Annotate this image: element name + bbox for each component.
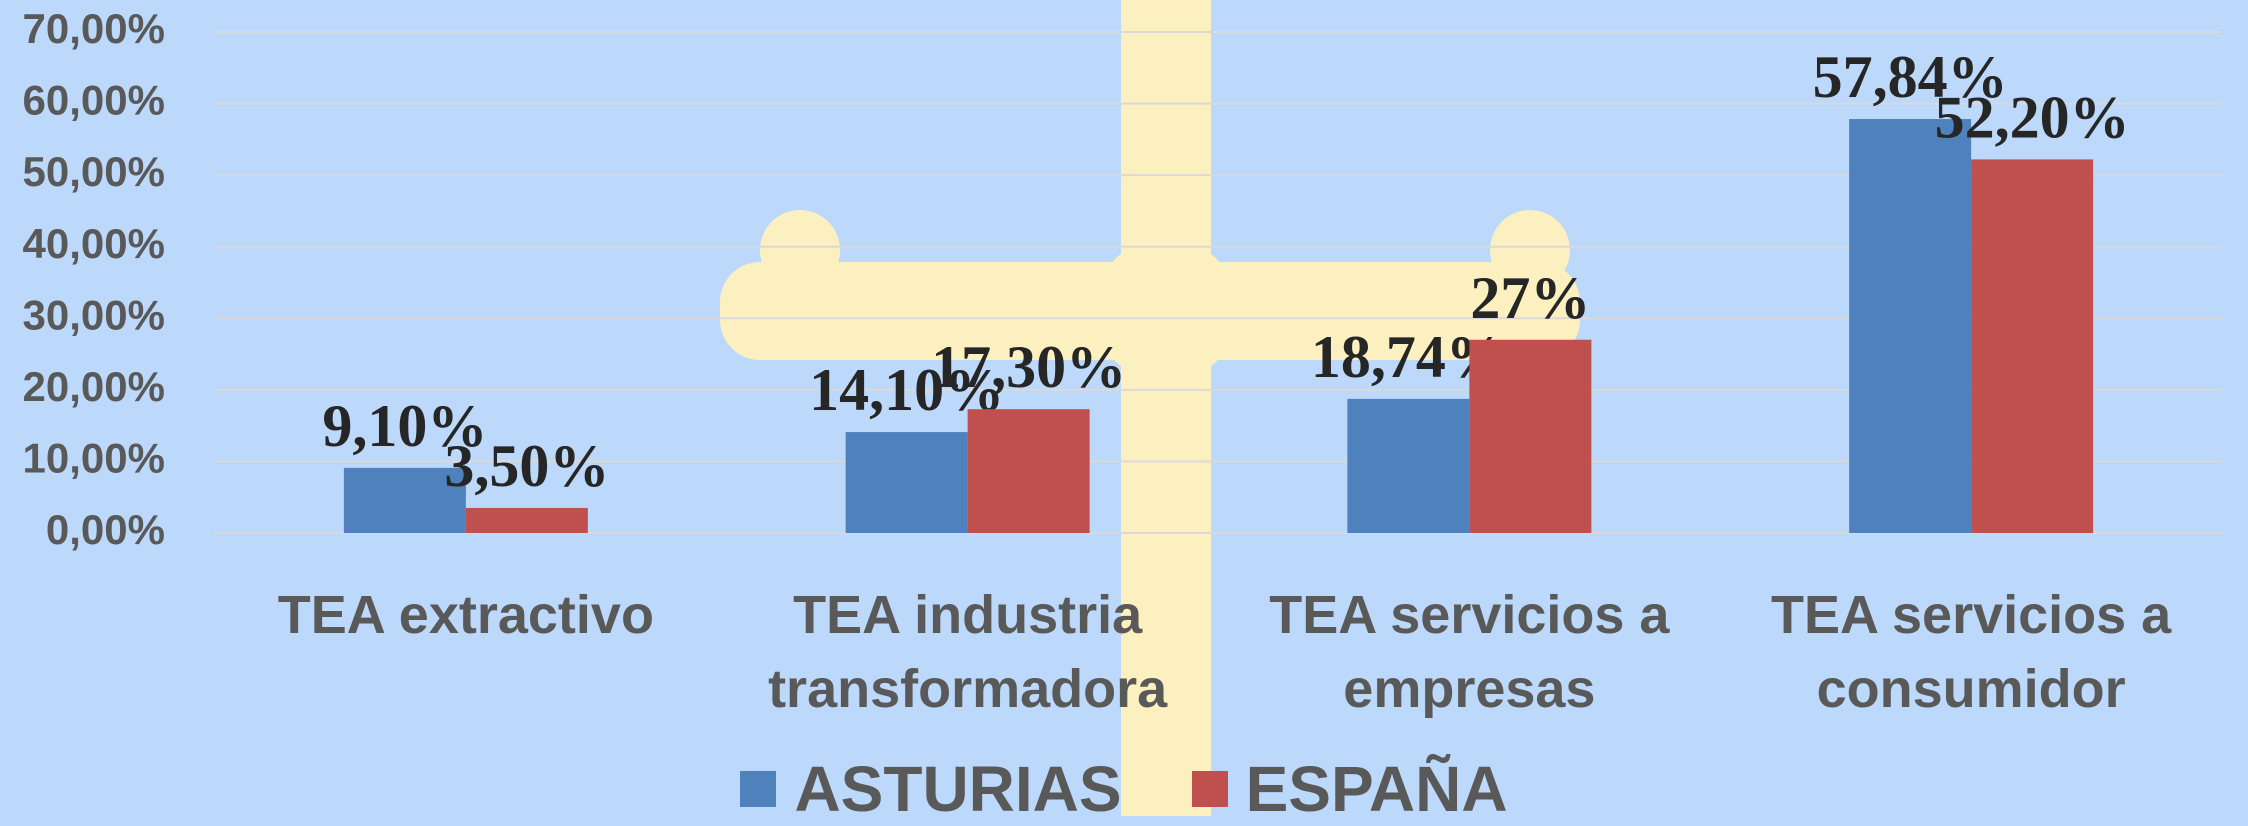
- legend: ASTURIAS ESPAÑA: [0, 752, 2248, 826]
- x-tick-label: TEA servicios a empresas: [1249, 578, 1689, 726]
- bar: [466, 508, 588, 533]
- bar: [846, 432, 968, 533]
- x-tick-label: TEA servicios a consumidor: [1751, 578, 2191, 726]
- bar: [1347, 399, 1469, 533]
- x-tick-label: TEA extractivo: [246, 578, 686, 652]
- y-tick-label: 70,00%: [23, 5, 165, 52]
- y-tick-label: 10,00%: [23, 435, 165, 482]
- y-tick-label: 50,00%: [23, 148, 165, 195]
- bar: [968, 409, 1090, 533]
- legend-item: ESPAÑA: [1192, 752, 1508, 826]
- legend-label: ESPAÑA: [1246, 752, 1508, 826]
- y-tick-label: 60,00%: [23, 77, 165, 124]
- data-label: 52,20%: [1935, 84, 2130, 150]
- data-label: 27%: [1470, 265, 1590, 331]
- y-tick-label: 40,00%: [23, 220, 165, 267]
- y-tick-label: 20,00%: [23, 363, 165, 410]
- data-label: 17,30%: [931, 334, 1126, 400]
- legend-item: ASTURIAS: [740, 752, 1121, 826]
- bar: [1469, 340, 1591, 533]
- y-tick-label: 30,00%: [23, 291, 165, 338]
- legend-label: ASTURIAS: [794, 752, 1121, 826]
- bar: [1971, 159, 2093, 533]
- legend-swatch: [1192, 771, 1228, 807]
- x-tick-label: TEA industria transformadora: [748, 578, 1188, 726]
- data-label: 3,50%: [444, 433, 609, 499]
- chart: 0,00% 10,00% 20,00% 30,00% 40,00% 50,00% 60,00…: [0, 0, 2248, 816]
- legend-swatch: [740, 771, 776, 807]
- y-tick-label: 0,00%: [46, 506, 165, 553]
- bar: [1849, 119, 1971, 533]
